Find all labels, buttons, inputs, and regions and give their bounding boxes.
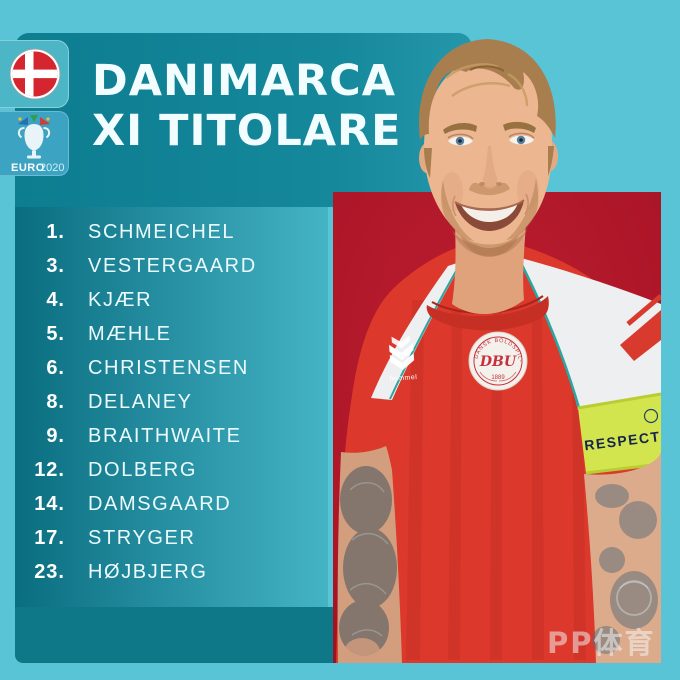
title-line1: DANIMARCA: [92, 56, 396, 106]
eyebrows: [443, 121, 536, 134]
player-number: 6.: [46, 356, 65, 379]
player-number: 14.: [34, 492, 65, 515]
lineup-row: 23. HØJBJERG: [15, 555, 328, 589]
bottom-band: [15, 607, 333, 663]
player-number: 4.: [46, 288, 65, 311]
euro2020-badge: EURO 2020: [0, 111, 69, 176]
lineup-row: 3. VESTERGAARD: [15, 249, 328, 283]
player-neck: [452, 224, 528, 315]
player-photo: RESPECT hummel DANSK BOLDSPIL-UNION DBU …: [333, 33, 661, 663]
player-name: MÆHLE: [88, 322, 172, 345]
player-name: STRYGER: [88, 526, 196, 549]
crest-initials: DBU: [479, 354, 517, 370]
hummel-logo-icon: hummel: [389, 335, 418, 383]
eyes: [447, 132, 535, 146]
left-tattooed-arm: [337, 446, 402, 663]
lineup-row: 17. STRYGER: [15, 521, 328, 555]
player-number: 5.: [46, 322, 65, 345]
title-line2: XI TITOLARE: [92, 106, 402, 156]
player-name: BRAITHWAITE: [88, 424, 242, 447]
euro2020-logo-icon: EURO 2020: [11, 115, 64, 174]
player-name: DAMSGAARD: [88, 492, 232, 515]
lineup-row: 4. KJÆR: [15, 283, 328, 317]
euro-year-text: 2020: [40, 162, 64, 174]
player-number: 1.: [46, 220, 65, 243]
denmark-flag-icon: [9, 48, 61, 100]
player-name: HØJBJERG: [88, 560, 208, 583]
player-head: [418, 39, 558, 257]
lineup-row: 12. DOLBERG: [15, 453, 328, 487]
hummel-wordmark: hummel: [389, 374, 417, 383]
player-number: 9.: [46, 424, 65, 447]
beard: [441, 178, 539, 257]
header-panel: [15, 33, 472, 207]
pp-sports-watermark: PP体育: [547, 626, 656, 660]
page-title: DANIMARCA XI TITOLARE: [92, 56, 492, 156]
hair: [418, 39, 556, 178]
player-name: DOLBERG: [88, 458, 198, 481]
lineup-row: 8. DELANEY: [15, 385, 328, 419]
player-name: SCHMEICHEL: [88, 220, 236, 243]
nose: [479, 146, 502, 189]
player-number: 23.: [34, 560, 65, 583]
player-name: VESTERGAARD: [88, 254, 257, 277]
crest-year: 1889: [491, 375, 505, 381]
player-number: 8.: [46, 390, 65, 413]
captain-armband: RESPECT: [577, 392, 661, 475]
uefa-armband-logo-icon: [643, 408, 659, 424]
player-name: CHRISTENSEN: [88, 356, 249, 379]
player-number: 17.: [34, 526, 65, 549]
player-number: 12.: [34, 458, 65, 481]
player-number: 3.: [46, 254, 65, 277]
lineup-row: 5. MÆHLE: [15, 317, 328, 351]
mouth: [452, 193, 529, 231]
jersey: [336, 245, 661, 663]
lineup-row: 6. CHRISTENSEN: [15, 351, 328, 385]
lineup-row: 1. SCHMEICHEL: [15, 215, 328, 249]
player-name: KJÆR: [88, 288, 153, 311]
euro-text: EURO: [11, 162, 45, 174]
lineup-row: 9. BRAITHWAITE: [15, 419, 328, 453]
player-name: DELANEY: [88, 390, 193, 413]
lineup-panel: 1. SCHMEICHEL 3. VESTERGAARD 4. KJÆR 5. MÆHL…: [15, 207, 328, 607]
lineup-row: 14. DAMSGAARD: [15, 487, 328, 521]
denmark-flag-badge: [0, 40, 69, 108]
right-tattooed-arm: [584, 452, 661, 663]
